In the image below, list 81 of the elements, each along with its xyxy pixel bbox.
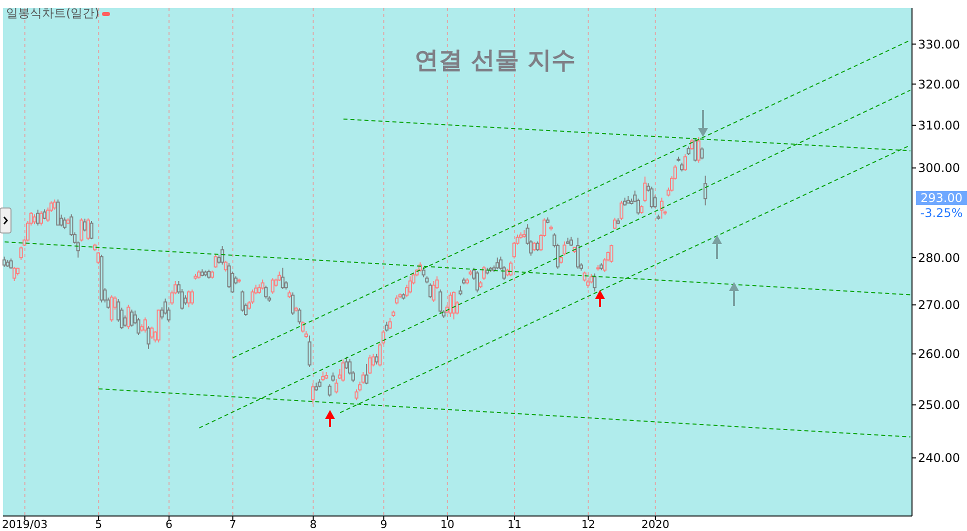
candlestick: [270, 278, 274, 294]
y-tick-label: 280.00: [918, 250, 960, 265]
candlestick: [311, 382, 315, 404]
candlestick: [693, 137, 698, 162]
x-tick-label: 2020: [641, 518, 670, 531]
candlestick: [610, 244, 614, 264]
candlestick: [562, 240, 566, 256]
candlestick: [683, 154, 688, 172]
text: 연결 선물 지수: [414, 45, 576, 76]
candlestick: [56, 199, 60, 226]
candlestick: [19, 246, 23, 260]
candlestick: [704, 175, 708, 206]
candlestick: [90, 220, 94, 240]
y-tick-label: 330.00: [918, 37, 960, 52]
candlestick: [636, 198, 640, 216]
candlestick: [532, 241, 536, 252]
candlestick: [576, 237, 580, 270]
y-tick-label: 240.00: [918, 451, 960, 466]
x-tick-label: 7: [229, 518, 236, 531]
candlestick: [290, 292, 295, 316]
candlestick: [482, 265, 486, 281]
x-tick-label: 8: [310, 518, 317, 531]
y-tick-label: 250.00: [918, 398, 960, 412]
candlestick: [496, 257, 500, 270]
candlestick: [130, 309, 134, 328]
x-tick-label: 9: [380, 518, 388, 531]
candlestick: [384, 321, 388, 332]
candlestick: [280, 267, 284, 290]
candlestick: [643, 176, 647, 203]
candlestick: [257, 284, 262, 294]
candlestick: [39, 210, 43, 226]
candlestick: [408, 276, 412, 294]
x-tick-label: 11: [508, 518, 522, 531]
candlestick: [32, 214, 36, 225]
candlestick: [620, 200, 624, 221]
x-tick-label: 6: [166, 518, 173, 531]
candlestick: [612, 217, 617, 230]
candlestick: [184, 294, 188, 306]
candlestick: [438, 289, 442, 314]
candlestick: [328, 384, 332, 398]
candlestick: [448, 292, 452, 318]
candlestick: [334, 378, 338, 394]
x-tick-label: 10: [440, 518, 454, 531]
candlestick: [36, 209, 40, 226]
candlestick: [227, 262, 231, 289]
y-tick-label: 270.00: [918, 298, 960, 312]
x-tick-label: 2019/03: [2, 518, 48, 531]
x-tick-label: 12: [581, 518, 596, 531]
candlestick: [186, 290, 191, 308]
candlestick: [452, 290, 456, 320]
candlestick: [190, 289, 194, 306]
y-tick-label: 300.00: [918, 161, 960, 176]
y-tick-label: 320.00: [918, 77, 960, 92]
candlestick: [331, 372, 335, 382]
candlestick: [341, 358, 345, 382]
candlestick: [508, 260, 513, 277]
candlestick: [458, 285, 462, 296]
annotation: 일봉식차트(일간): [6, 6, 100, 20]
candlestick: [428, 282, 432, 299]
candlestick: [110, 294, 114, 322]
candlestick: [422, 266, 426, 278]
text: 293.00: [916, 191, 967, 205]
candlestick: [240, 290, 244, 312]
candlestick: [432, 280, 436, 302]
candlestick: [589, 273, 594, 284]
candlestick: [696, 136, 700, 164]
candlestick: [394, 294, 399, 305]
candlestick: [475, 270, 480, 293]
candlestick: [388, 317, 392, 330]
candlestick: [62, 216, 66, 230]
candlestick: [214, 254, 218, 268]
candlestick: [592, 272, 596, 292]
candlestick: [650, 186, 654, 209]
candlestick: [126, 304, 130, 330]
candlestick: [308, 335, 312, 368]
candlestick: [264, 285, 268, 300]
x-tick-label: 5: [95, 518, 102, 531]
text: -3.25%: [919, 206, 964, 220]
y-tick-label: 260.00: [918, 347, 960, 362]
y-tick-label: 310.00: [918, 118, 960, 133]
candlestick: [80, 218, 84, 242]
